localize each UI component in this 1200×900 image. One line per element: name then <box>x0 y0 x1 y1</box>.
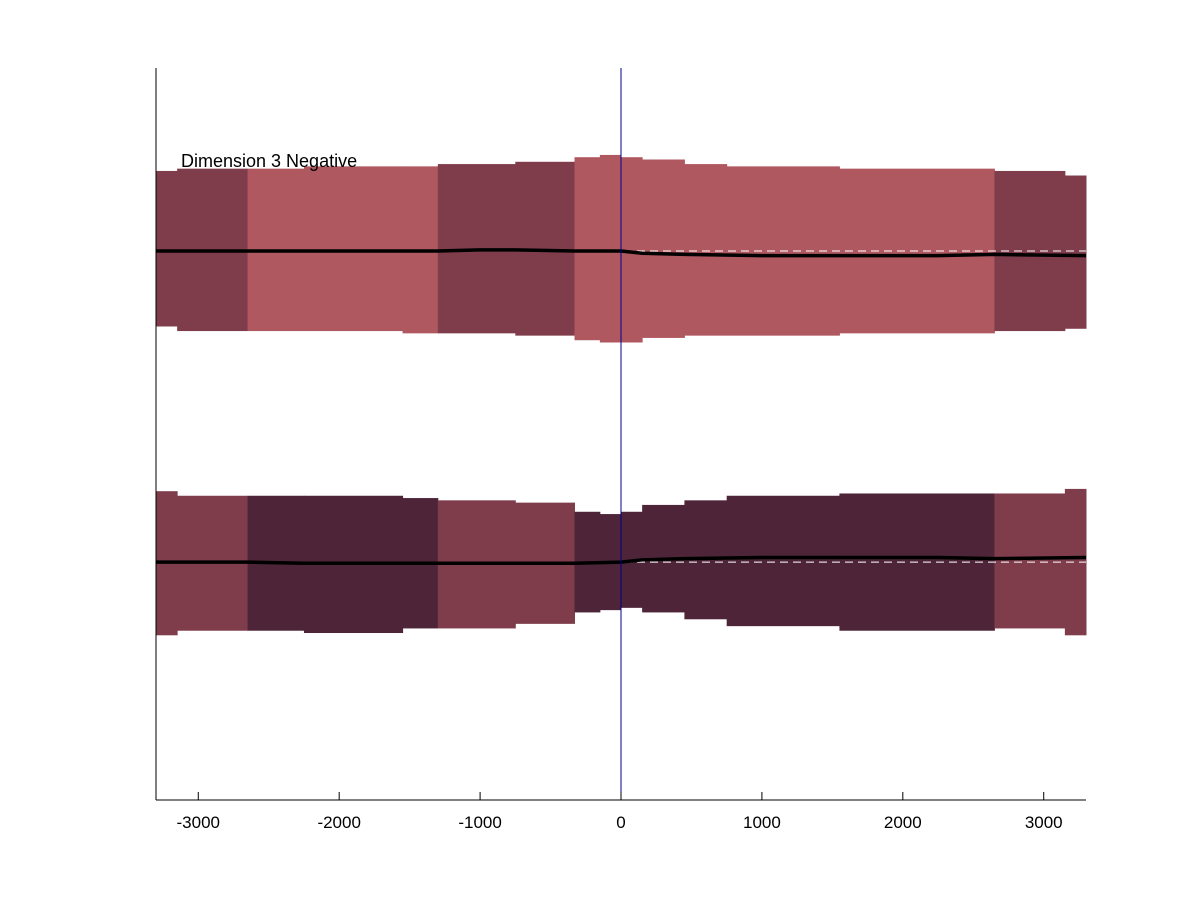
band-segment-s0-0 <box>156 170 178 327</box>
panel-annotation: Dimension 3 Negative <box>181 151 357 171</box>
band-segment-s0-9 <box>621 157 643 343</box>
band-segment-s1-14 <box>994 493 1066 629</box>
x-tick-label-6: 3000 <box>1025 813 1063 832</box>
band-segment-s0-7 <box>574 157 601 341</box>
band-segment-s0-10 <box>642 159 685 338</box>
x-axis-ticks: -3000 -2000 -1000 0 1000 2000 3000 <box>177 792 1063 832</box>
x-tick-label-5: 2000 <box>884 813 922 832</box>
x-tick-label-4: 1000 <box>743 813 781 832</box>
series-line-layer <box>156 248 1087 565</box>
band-segment-s1-15 <box>1064 488 1087 636</box>
band-segment-s0-8 <box>599 154 622 343</box>
baseline-layer <box>156 250 1086 563</box>
series-line-1 <box>156 555 1087 565</box>
band-segment-s1-12 <box>726 495 840 627</box>
x-tick-label-1: -2000 <box>317 813 360 832</box>
series-line-0 <box>156 248 1087 258</box>
x-tick-label-0: -3000 <box>177 813 220 832</box>
x-tick-label-2: -1000 <box>458 813 501 832</box>
band-segment-s0-3 <box>303 166 404 332</box>
band-segment-s0-11 <box>684 164 728 336</box>
band-segment-s0-15 <box>1064 175 1087 329</box>
x-tick-label-3: 0 <box>616 813 625 832</box>
